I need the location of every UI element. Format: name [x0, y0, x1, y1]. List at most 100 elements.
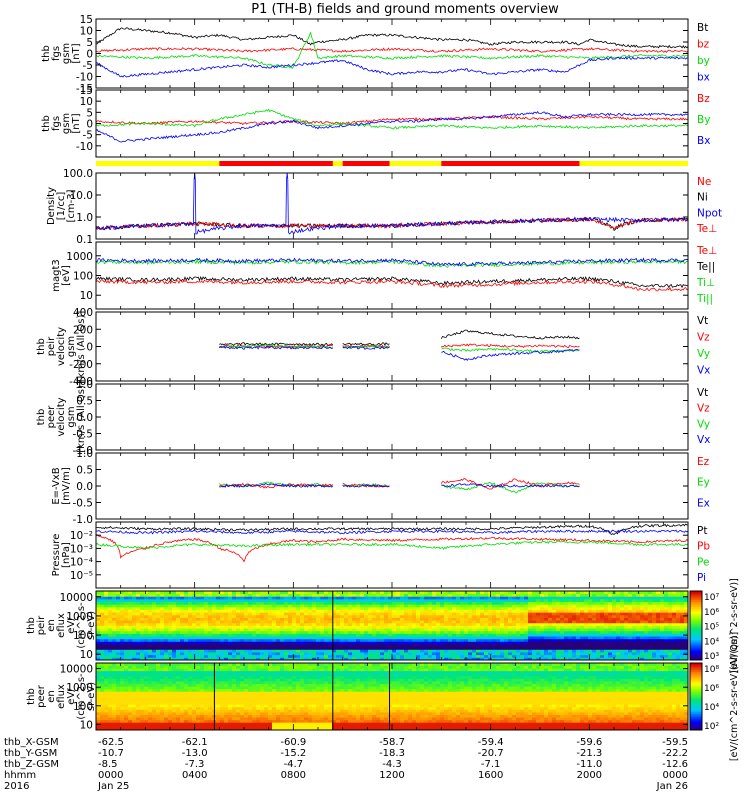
heatmap-cell: [140, 675, 145, 679]
heatmap-cell: [112, 628, 117, 632]
heatmap-cell: [372, 628, 377, 632]
heatmap-cell: [412, 614, 417, 618]
heatmap-cell: [348, 591, 353, 595]
heatmap-cell: [600, 606, 605, 610]
heatmap-cell: [304, 649, 309, 653]
heatmap-cell: [128, 681, 133, 685]
heatmap-cell: [656, 609, 661, 613]
heatmap-cell: [264, 612, 269, 616]
heatmap-cell: [652, 593, 657, 597]
heatmap-cell: [676, 646, 681, 650]
colorbar-tick-label: 10⁴: [704, 637, 719, 647]
heatmap-cell: [512, 620, 517, 624]
heatmap-cell: [516, 596, 521, 600]
heatmap-cell: [660, 622, 665, 626]
heatmap-cell: [384, 644, 389, 648]
heatmap-cell: [676, 654, 681, 658]
heatmap-cell: [472, 654, 477, 658]
heatmap-cell: [228, 657, 233, 660]
heatmap-cell: [236, 601, 241, 605]
heatmap-cell: [176, 606, 181, 610]
heatmap-cell: [316, 598, 321, 603]
heatmap-cell: [436, 598, 441, 603]
heatmap-cell: [560, 612, 565, 616]
heatmap-cell: [664, 609, 669, 613]
colorbar-cell: [690, 654, 702, 658]
heatmap-cell: [648, 636, 653, 640]
heatmap-cell: [664, 617, 669, 621]
legend-label: bz: [697, 38, 710, 50]
heatmap-cell: [456, 628, 461, 632]
y-tick-label: 10: [80, 649, 93, 661]
heatmap-cell: [536, 593, 541, 597]
heatmap-cell: [424, 649, 429, 653]
series-line-Te⊥: [96, 278, 688, 292]
heatmap-cell: [676, 644, 681, 648]
heatmap-cell: [364, 654, 369, 658]
heatmap-cell: [124, 727, 129, 730]
heatmap-cell: [144, 622, 149, 626]
legend-label: Vy: [697, 348, 710, 360]
heatmap-cell: [408, 598, 413, 603]
heatmap-cell: [520, 609, 525, 613]
heatmap-cell: [560, 628, 565, 632]
heatmap-cell: [144, 638, 149, 642]
heatmap-cell: [632, 633, 637, 637]
heatmap-cell: [208, 625, 213, 629]
heatmap-cell: [388, 609, 393, 613]
heatmap-cell: [100, 724, 105, 728]
heatmap-cell: [136, 696, 141, 700]
heatmap-cell: [240, 591, 245, 595]
heatmap-cell: [140, 630, 145, 634]
heatmap-cell: [572, 614, 577, 618]
heatmap-cell: [480, 630, 485, 634]
heatmap-cell: [600, 593, 605, 597]
heatmap-cell: [660, 591, 665, 595]
heatmap-cell: [532, 644, 537, 648]
heatmap-cell: [192, 609, 197, 613]
heatmap-cell: [584, 606, 589, 610]
heatmap-cell: [328, 636, 333, 640]
heatmap-cell: [528, 604, 533, 608]
heatmap-cell: [468, 617, 473, 621]
heatmap-cell: [532, 649, 537, 653]
heatmap-cell: [252, 604, 257, 608]
heatmap-cell: [176, 620, 181, 624]
heatmap-cell: [220, 630, 225, 634]
heatmap-cell: [224, 641, 229, 645]
heatmap-cell: [684, 652, 688, 656]
heatmap-cell: [372, 601, 377, 605]
heatmap-cell: [104, 657, 109, 660]
heatmap-cell: [344, 604, 349, 608]
heatmap-cell: [416, 636, 421, 640]
heatmap-cell: [100, 622, 105, 626]
heatmap-cell: [152, 641, 157, 645]
heatmap-cell: [452, 617, 457, 621]
heatmap-cell: [504, 601, 509, 605]
heatmap-cell: [336, 638, 341, 642]
heatmap-cell: [348, 633, 353, 637]
heatmap-cell: [404, 622, 409, 626]
heatmap-cell: [372, 652, 377, 656]
heatmap-cell: [284, 596, 289, 600]
heatmap-cell: [644, 654, 649, 658]
heatmap-cell: [268, 614, 273, 618]
heatmap-cell: [604, 646, 609, 650]
heatmap-cell: [424, 620, 429, 624]
heatmap-cell: [668, 649, 673, 653]
legend-label: Te⊥: [696, 223, 717, 235]
heatmap-cell: [672, 609, 677, 613]
heatmap-cell: [636, 633, 641, 637]
heatmap-cell: [104, 678, 109, 682]
heatmap-cell: [336, 598, 341, 603]
heatmap-cell: [524, 654, 529, 658]
heatmap-cell: [448, 646, 453, 650]
y-tick-label: 0.5: [76, 465, 93, 477]
heatmap-cell: [588, 604, 593, 608]
heatmap-cell: [120, 622, 125, 626]
heatmap-cell: [644, 628, 649, 632]
heatmap-cell: [152, 706, 157, 710]
heatmap-cell: [552, 638, 557, 642]
heatmap-cell: [560, 606, 565, 610]
heatmap-cell: [212, 617, 217, 621]
